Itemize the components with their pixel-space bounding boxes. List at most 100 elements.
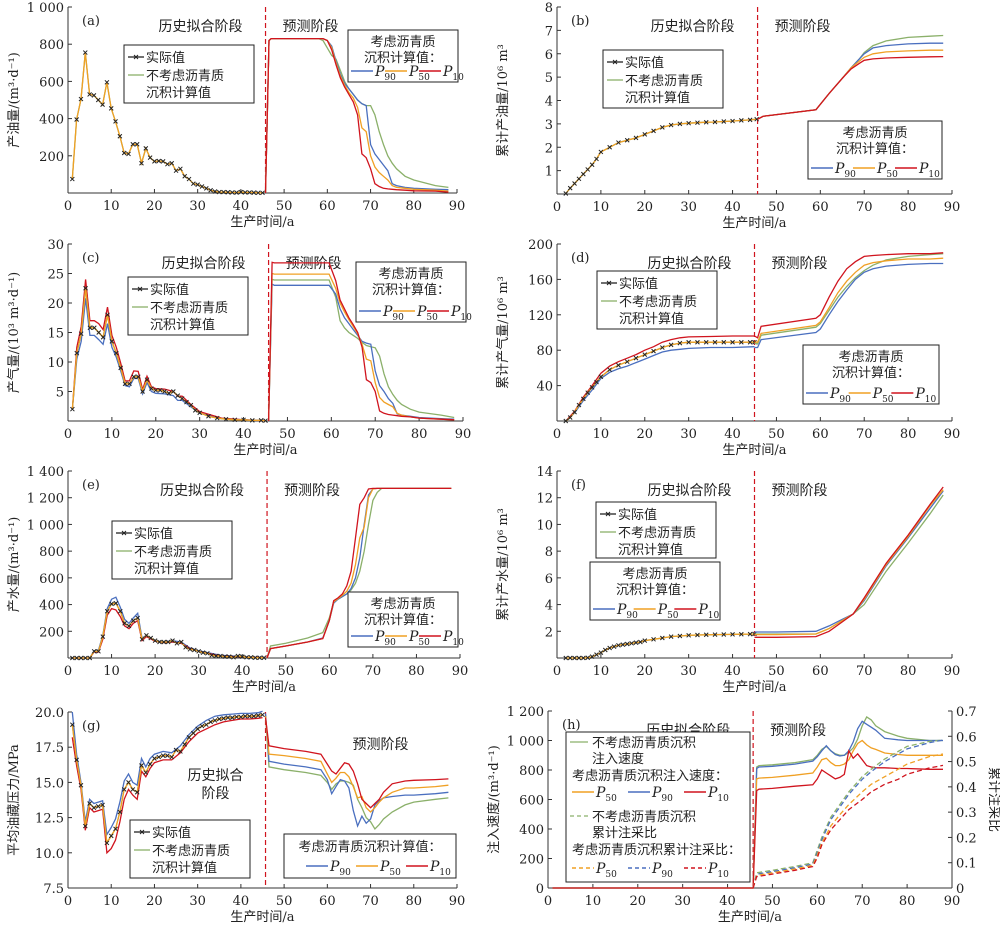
actual-point bbox=[208, 187, 213, 193]
actual-point bbox=[175, 393, 181, 398]
x-tick-label: 70 bbox=[367, 427, 384, 442]
series-no-asphaltene bbox=[754, 253, 944, 345]
y-tick-label: 20 bbox=[47, 297, 64, 312]
actual-point bbox=[165, 753, 170, 759]
x-tick-label: 60 bbox=[812, 664, 829, 679]
legend-label: 考虑沥青质沉积注入速度： bbox=[572, 768, 728, 784]
actual-point bbox=[598, 374, 604, 380]
actual-point bbox=[178, 749, 183, 754]
actual-point bbox=[703, 632, 709, 638]
x-axis-label: 生产时间/a bbox=[722, 216, 786, 231]
actual-point bbox=[160, 159, 166, 164]
actual-point bbox=[651, 636, 656, 642]
legend-sub: 50 bbox=[389, 868, 401, 878]
actual-point bbox=[738, 339, 744, 345]
actual-point bbox=[162, 389, 167, 394]
legend-asphaltene: 考虑沥青质沉积计算值：P90 P50 P10 bbox=[589, 561, 721, 621]
x-tick-label: 20 bbox=[637, 200, 654, 215]
y2-tick-label: 0.5 bbox=[956, 756, 977, 771]
legend-label-no-asphaltene: 不考虑沥青质 bbox=[146, 69, 224, 84]
actual-point bbox=[182, 173, 188, 179]
y-tick-label: 20.0 bbox=[35, 706, 64, 721]
x-tick-label: 60 bbox=[321, 664, 338, 679]
legend-label-no-asphaltene: 沉积计算值 bbox=[625, 90, 690, 106]
actual-point bbox=[91, 805, 97, 811]
actual-point bbox=[260, 190, 265, 196]
series-hist-no-asphaltene bbox=[72, 602, 264, 659]
y-tick-label: 1 000 bbox=[27, 518, 64, 533]
legend-box bbox=[355, 261, 467, 323]
actual-point bbox=[620, 642, 626, 647]
panel-a: 0 10 20 30 40 50 60 70 80 90 生产时间/a 200 400 600 800 1 0… bbox=[7, 1, 465, 230]
actual-point bbox=[229, 715, 235, 720]
legend-title: 考虑沥青质 bbox=[622, 567, 687, 582]
y-tick-label: 8 bbox=[545, 545, 553, 560]
actual-point bbox=[87, 801, 92, 806]
stage-label-forecast: 预测阶段 bbox=[353, 737, 409, 753]
legend-sub: 50 bbox=[418, 638, 430, 648]
actual-point bbox=[95, 97, 101, 103]
legend-box bbox=[127, 276, 249, 336]
panel-h: 0 10 20 30 40 50 60 70 80 90 生产时间/a 0 200 400 600 800 1 … bbox=[486, 705, 1000, 925]
actual-point bbox=[677, 121, 683, 127]
legend-label: 不考虑沥青质沉积 bbox=[592, 810, 696, 825]
actual-point bbox=[712, 632, 718, 637]
series-hist-p90 bbox=[71, 298, 266, 422]
legend-sub: 10 bbox=[925, 395, 937, 405]
actual-point bbox=[580, 396, 586, 402]
actual-point bbox=[222, 654, 228, 660]
y-tick-label: 80 bbox=[536, 344, 553, 359]
legend-label-no-asphaltene: 沉积计算值 bbox=[146, 85, 211, 101]
series-p50 bbox=[552, 739, 943, 889]
actual-point bbox=[730, 632, 735, 637]
legend-title: 考虑沥青质 bbox=[370, 597, 435, 612]
y-tick-label: 2 bbox=[545, 625, 553, 640]
y-axis-label: 产油量/(m³·d⁻¹) bbox=[7, 52, 22, 148]
x-tick-label: 60 bbox=[323, 427, 340, 442]
y-tick-label: 10 bbox=[47, 356, 64, 371]
x-tick-label: 70 bbox=[856, 664, 873, 679]
x-tick-label: 80 bbox=[406, 894, 423, 909]
panel-g: 0 10 20 30 40 50 60 70 80 90 生产时间/a 7.5 10.0 12.5 15.0… bbox=[7, 706, 465, 925]
actual-point bbox=[567, 655, 573, 661]
actual-point bbox=[221, 189, 226, 195]
actual-point bbox=[747, 339, 753, 345]
actual-point bbox=[607, 144, 613, 150]
actual-point bbox=[121, 787, 127, 792]
actual-point bbox=[105, 312, 110, 318]
legend-label-no-asphaltene: 沉积计算值 bbox=[134, 561, 199, 577]
actual-point bbox=[642, 638, 648, 643]
series-hist-no-asphaltene bbox=[565, 118, 757, 194]
actual-point bbox=[730, 118, 735, 124]
actual-point bbox=[572, 409, 577, 415]
y-tick-label: 15 bbox=[47, 327, 64, 342]
legend-sub: 10 bbox=[717, 870, 729, 880]
legend-sub: 90 bbox=[661, 794, 673, 804]
legend-box bbox=[602, 49, 724, 109]
x-tick-label: 20 bbox=[630, 894, 647, 909]
actual-point bbox=[113, 119, 118, 124]
y2-tick-label: 0.6 bbox=[956, 730, 977, 745]
legend-sub: 90 bbox=[626, 611, 638, 621]
y-tick-label: 5 bbox=[56, 386, 64, 401]
series-hist-p10 bbox=[565, 335, 755, 422]
actual-point bbox=[589, 385, 595, 390]
actual-point bbox=[100, 334, 106, 340]
actual-point bbox=[244, 654, 249, 660]
series-no-asphaltene bbox=[266, 487, 452, 659]
y-axis-label: 产水量/(m³·d⁻¹) bbox=[7, 517, 22, 613]
x-tick-label: 40 bbox=[724, 664, 741, 679]
legend-sub: 90 bbox=[384, 73, 396, 83]
x-tick-label: 0 bbox=[553, 427, 561, 442]
actual-point bbox=[594, 652, 599, 658]
actual-point bbox=[174, 640, 180, 646]
legend-sub: 10 bbox=[708, 611, 720, 621]
actual-point bbox=[226, 654, 232, 660]
x-tick-label: 80 bbox=[900, 664, 917, 679]
actual-point bbox=[624, 359, 630, 365]
actual-point bbox=[156, 754, 162, 760]
series-p50 bbox=[264, 716, 449, 813]
series-p90 bbox=[264, 713, 449, 828]
